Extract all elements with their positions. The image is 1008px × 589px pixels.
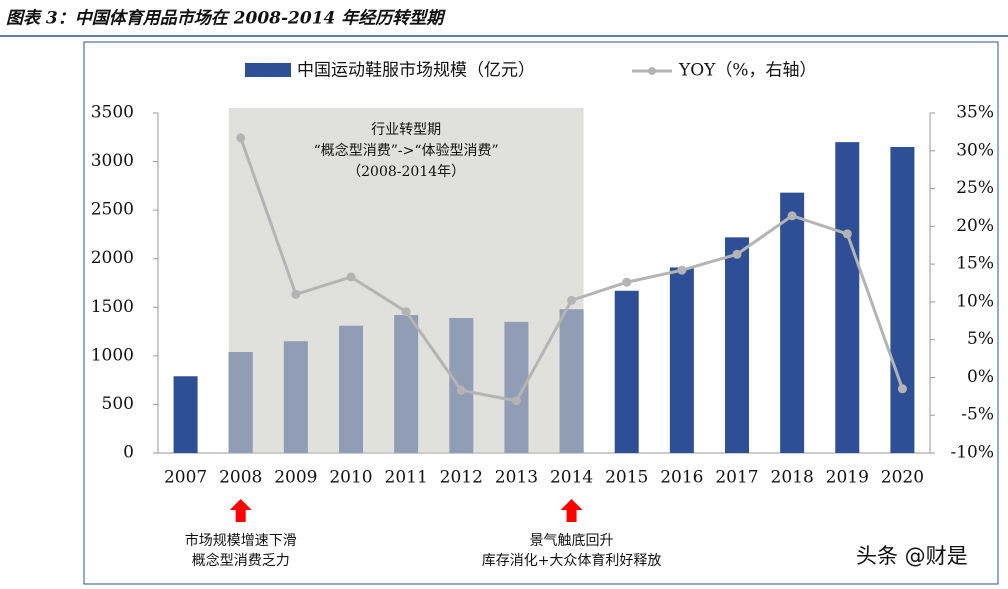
yoy-marker <box>787 211 797 221</box>
y2-tick-label: 20% <box>956 216 994 236</box>
x-tick-label: 2019 <box>826 468 869 488</box>
arrow <box>229 499 252 522</box>
x-tick-label: 2020 <box>881 468 924 488</box>
bar <box>614 290 639 453</box>
y2-tick-label: 35% <box>956 103 994 123</box>
bar <box>780 192 805 453</box>
x-tick-label: 2013 <box>495 468 538 488</box>
yoy-marker <box>622 277 632 287</box>
shaded-region <box>228 108 584 453</box>
x-tick-label: 2010 <box>329 468 372 488</box>
watermark: 头条 @财是 <box>856 544 968 568</box>
y-tick-label: 0 <box>123 443 134 463</box>
x-tick-label: 2015 <box>605 468 648 488</box>
x-tick-label: 2008 <box>219 468 262 488</box>
yoy-marker <box>291 289 301 299</box>
x-tick-label: 2009 <box>274 468 317 488</box>
y-tick-label: 2500 <box>91 200 134 220</box>
x-tick-label: 2007 <box>164 468 207 488</box>
bar <box>669 267 694 453</box>
y2-tick-label: 25% <box>956 178 994 198</box>
yoy-marker <box>677 265 687 275</box>
x-tick-label: 2018 <box>771 468 814 488</box>
legend-swatch <box>245 63 291 77</box>
y2-tick-label: -5% <box>961 405 994 425</box>
yoy-marker <box>456 385 466 395</box>
arrow <box>560 499 583 522</box>
y2-tick-label: 30% <box>956 140 994 160</box>
chart-title: 图表 3：中国体育用品市场在 2008-2014 年经历转型期 <box>6 9 446 29</box>
y-tick-label: 3000 <box>91 151 134 171</box>
region-label: “概念型消费”->“体验型消费” <box>314 142 499 159</box>
region-label: （2008-2014年） <box>347 164 465 180</box>
yoy-marker <box>567 295 577 305</box>
yoy-marker <box>236 133 246 143</box>
y2-tick-label: -10% <box>950 443 994 463</box>
y-tick-label: 500 <box>102 394 134 414</box>
legend-marker <box>648 67 656 75</box>
y-tick-label: 2000 <box>91 248 134 268</box>
annotation: 库存消化+大众体育利好释放 <box>482 553 662 569</box>
legend-label: 中国运动鞋服市场规模（亿元） <box>297 61 535 81</box>
y-tick-label: 1000 <box>91 345 134 365</box>
yoy-marker <box>511 396 521 406</box>
bar <box>173 376 198 453</box>
annotation: 市场规模增速下滑 <box>185 532 297 549</box>
chart-frame <box>83 41 999 585</box>
bar <box>835 142 860 453</box>
x-tick-label: 2011 <box>385 468 428 488</box>
x-tick-label: 2017 <box>715 468 758 488</box>
annotation: 概念型消费乏力 <box>192 552 290 569</box>
x-tick-label: 2012 <box>440 468 483 488</box>
bar <box>890 147 915 453</box>
x-tick-label: 2016 <box>660 468 703 488</box>
y-tick-label: 3500 <box>91 103 134 123</box>
legend-label: YOY（%，右轴） <box>678 61 817 81</box>
x-tick-label: 2014 <box>550 468 593 488</box>
yoy-marker <box>401 307 411 317</box>
region-label: 行业转型期 <box>371 122 441 138</box>
yoy-marker <box>897 384 907 394</box>
y2-tick-label: 0% <box>967 367 994 387</box>
y2-tick-label: 15% <box>956 254 994 274</box>
y2-tick-label: 10% <box>956 291 994 311</box>
y2-tick-label: 5% <box>967 329 994 349</box>
bar <box>725 237 749 453</box>
yoy-marker <box>842 229 852 239</box>
yoy-marker <box>732 249 742 259</box>
annotation: 景气触底回升 <box>530 533 614 549</box>
yoy-marker <box>346 272 356 282</box>
y-tick-label: 1500 <box>91 297 134 317</box>
